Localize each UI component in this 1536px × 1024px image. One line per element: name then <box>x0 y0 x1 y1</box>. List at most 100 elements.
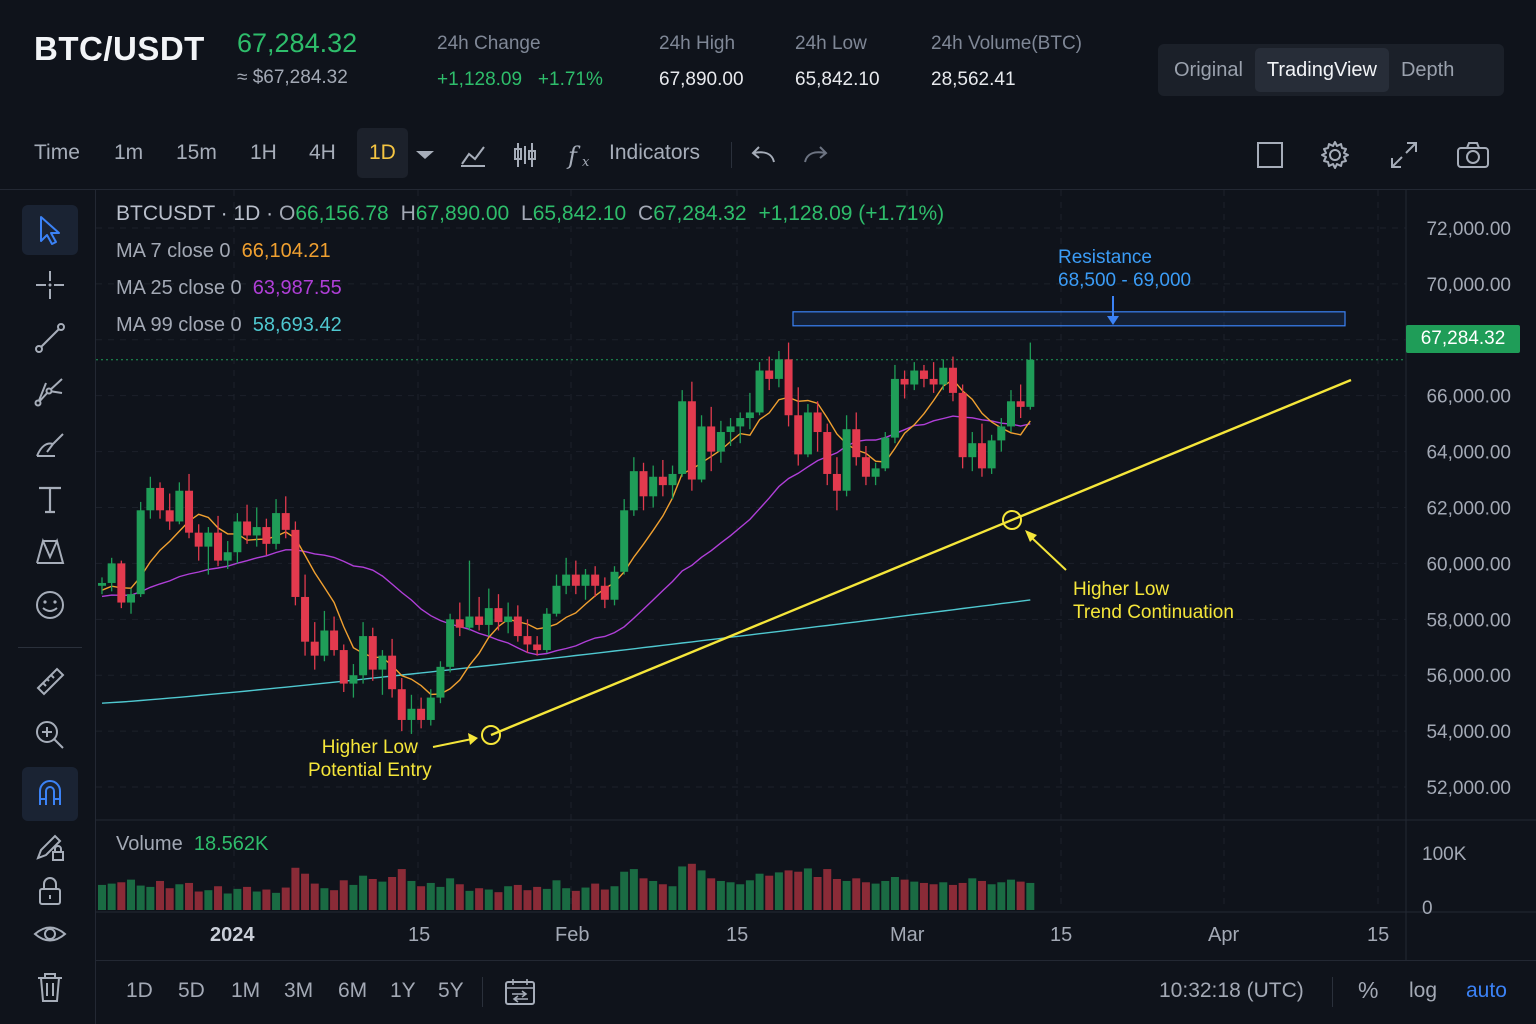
price-tick: 60,000.00 <box>1426 554 1511 575</box>
interval-1h[interactable]: 1H <box>250 141 277 164</box>
lock-tool[interactable] <box>22 866 78 916</box>
candle-body <box>571 574 580 586</box>
camera-icon[interactable] <box>1456 140 1490 170</box>
time-label: 15 <box>1367 924 1390 946</box>
log-scale-toggle[interactable]: log <box>1409 979 1438 1002</box>
text-tool[interactable] <box>22 474 78 524</box>
interval-time[interactable]: Time <box>34 141 80 164</box>
measure-tool[interactable] <box>22 656 78 706</box>
candle-body <box>842 429 851 491</box>
clock-utc[interactable]: 10:32:18 (UTC) <box>1159 979 1304 1002</box>
drawing-toolbar <box>0 190 96 1024</box>
volume-legend[interactable]: Volume 18.562K <box>116 833 268 856</box>
range-5d[interactable]: 5D <box>178 979 205 1002</box>
candle-body <box>194 532 203 547</box>
symbol-label[interactable]: BTCUSDT · 1D · <box>116 202 274 225</box>
candlesticks <box>98 342 1035 734</box>
zoom-tool[interactable] <box>22 710 78 760</box>
candle-body <box>407 708 416 720</box>
emoji-tool[interactable] <box>22 580 78 630</box>
interval-4h[interactable]: 4H <box>309 141 336 164</box>
chevron-down-icon[interactable] <box>410 140 440 170</box>
auto-scale-toggle[interactable]: auto <box>1466 979 1507 1002</box>
xabcd-pattern-icon <box>36 538 65 564</box>
tab-depth[interactable]: Depth <box>1400 59 1455 81</box>
higher-low-continuation-annotation[interactable]: Higher Low Trend Continuation <box>1073 578 1234 624</box>
redo-icon[interactable] <box>801 140 831 170</box>
fullscreen-icon[interactable] <box>1389 140 1419 170</box>
volume-bar <box>146 886 155 910</box>
volume-bar <box>194 891 203 910</box>
delete-tool[interactable] <box>22 962 78 1012</box>
range-1y[interactable]: 1Y <box>390 979 416 1002</box>
volume-bar <box>658 884 667 910</box>
brush-tool[interactable] <box>22 420 78 470</box>
candle-body <box>542 613 551 651</box>
resistance-annotation[interactable]: Resistance 68,500 - 69,000 <box>1058 246 1191 292</box>
indicators-button[interactable]: Indicators <box>609 141 701 164</box>
ma25-legend[interactable]: MA 25 close 0 63,987.55 <box>116 277 342 300</box>
undo-icon[interactable] <box>748 140 778 170</box>
date-range-icon[interactable] <box>504 977 536 1007</box>
magnet-tool[interactable] <box>22 767 78 821</box>
candle-style-icon[interactable] <box>510 140 540 170</box>
volume-bar <box>852 878 861 910</box>
volume-bar <box>175 884 184 910</box>
draw-lock-tool[interactable] <box>22 822 78 872</box>
tab-tradingview[interactable]: TradingView <box>1254 48 1389 92</box>
percent-scale-toggle[interactable]: % <box>1358 977 1379 1003</box>
candle-body <box>455 619 464 628</box>
line-chart-icon[interactable] <box>458 140 488 170</box>
volume-bar <box>649 880 658 910</box>
volume-bar <box>939 882 948 910</box>
time-axis[interactable]: 2024 15 Feb 15 Mar 15 Apr 15 <box>96 920 1406 960</box>
candle-body <box>919 370 928 379</box>
visibility-tool[interactable] <box>22 909 78 959</box>
gear-icon[interactable] <box>1320 140 1350 170</box>
chart-pane[interactable]: 72,000.00 70,000.00 66,000.00 64,000.00 62,0… <box>96 190 1536 1024</box>
trendline-tool[interactable] <box>22 313 78 363</box>
cursor-tool[interactable] <box>22 205 78 255</box>
interval-15m[interactable]: 15m <box>176 141 217 164</box>
volume-bar <box>678 866 687 910</box>
price-tick: 58,000.00 <box>1426 610 1511 631</box>
range-1m[interactable]: 1M <box>231 979 261 1002</box>
volume-bar <box>262 889 271 910</box>
range-5y[interactable]: 5Y <box>438 979 464 1002</box>
range-1d[interactable]: 1D <box>126 979 153 1002</box>
ma99-legend[interactable]: MA 99 close 0 58,693.42 <box>116 314 342 337</box>
volume-bar <box>233 888 242 910</box>
layout-icon[interactable] <box>1255 140 1285 170</box>
volume-bar <box>243 886 252 910</box>
shapes-tool[interactable] <box>22 527 78 577</box>
candle-body <box>784 359 793 416</box>
price-chart[interactable]: 72,000.00 70,000.00 66,000.00 64,000.00 62,0… <box>96 190 1536 960</box>
close-label: C <box>638 202 654 225</box>
higher-low-entry-annotation[interactable]: Higher Low Potential Entry <box>308 736 432 782</box>
volume-bar <box>571 890 580 910</box>
range-3m[interactable]: 3M <box>284 979 314 1002</box>
candle-body <box>494 608 503 623</box>
ma7-legend[interactable]: MA 7 close 0 66,104.21 <box>116 240 331 263</box>
toolbar-divider <box>731 142 732 168</box>
annotation-arrow <box>1031 537 1067 571</box>
price-tick: 72,000.00 <box>1426 219 1511 240</box>
resistance-title: Resistance <box>1058 247 1152 268</box>
crosshair-tool[interactable] <box>22 260 78 310</box>
tab-original[interactable]: Original <box>1174 59 1243 81</box>
candle-body <box>175 490 184 522</box>
svg-text:x: x <box>582 155 590 170</box>
time-label: 15 <box>1050 924 1073 946</box>
candle-body <box>697 426 706 480</box>
candle-body <box>165 510 174 522</box>
volume-bar <box>542 888 551 910</box>
price-tick: 56,000.00 <box>1426 666 1511 687</box>
pattern-tool[interactable] <box>22 366 78 416</box>
range-6m[interactable]: 6M <box>338 979 368 1002</box>
change-pct: +1.71% <box>537 69 603 90</box>
interval-1d[interactable]: 1D <box>357 128 408 178</box>
interval-1m[interactable]: 1m <box>114 141 144 164</box>
volume-bar <box>803 868 812 910</box>
pair-name[interactable]: BTC/USDT <box>34 30 205 67</box>
